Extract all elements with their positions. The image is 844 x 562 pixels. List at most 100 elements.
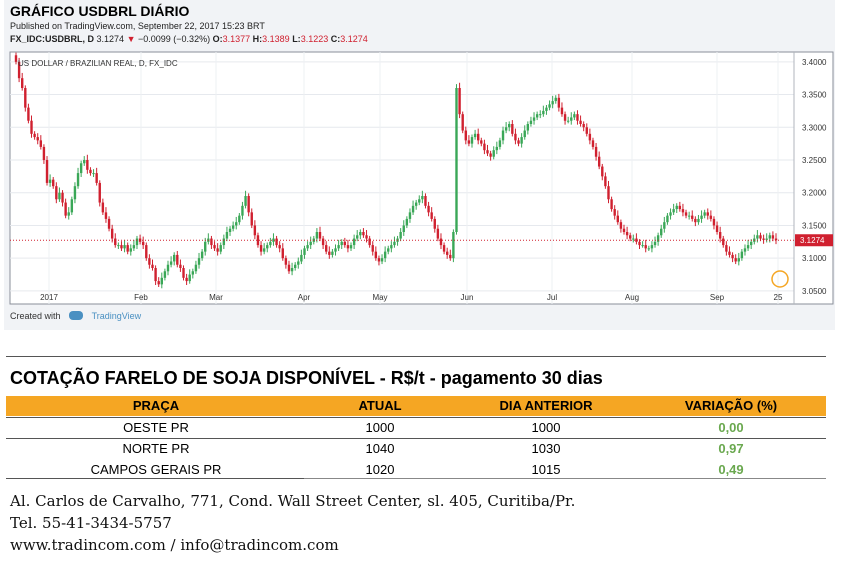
table-row: CAMPOS GERAIS PR 1020 1015 0,49 bbox=[6, 459, 826, 480]
candle-body bbox=[427, 205, 430, 213]
candle-body bbox=[383, 251, 387, 259]
candle-body bbox=[101, 202, 105, 213]
candle-body bbox=[486, 150, 489, 154]
candle-body bbox=[281, 248, 284, 259]
candle-body bbox=[715, 225, 719, 232]
candle-body bbox=[718, 232, 722, 239]
chart-panel: GRÁFICO USDBRL DIÁRIO Published on Tradi… bbox=[4, 0, 835, 330]
candle-body bbox=[182, 268, 185, 278]
candle-body bbox=[495, 146, 499, 151]
price-chart[interactable]: 3.4000 3.3500 3.3000 3.2500 3.2000 3.1500 3.10… bbox=[4, 0, 835, 330]
candle-body bbox=[508, 124, 511, 128]
candle-body bbox=[771, 235, 775, 239]
candle-body bbox=[45, 160, 49, 183]
candle-body bbox=[439, 238, 443, 246]
candle-body bbox=[200, 251, 204, 259]
symbol-label: FX_IDC:USDBRL, D bbox=[10, 34, 95, 44]
table-row: OESTE PR 1000 1000 0,00 bbox=[6, 417, 826, 438]
cell-atual: 1000 bbox=[365, 420, 395, 435]
plot-area bbox=[9, 51, 834, 305]
candle-body bbox=[176, 254, 179, 265]
cell-praca: CAMPOS GERAIS PR bbox=[90, 462, 222, 477]
header-praca: PRAÇA bbox=[132, 398, 180, 413]
candle-body bbox=[663, 222, 666, 229]
candle-body bbox=[356, 235, 359, 239]
candle-body bbox=[746, 245, 750, 249]
candle-body bbox=[55, 186, 58, 200]
address-line: Al. Carlos de Carvalho, 771, Cond. Wall … bbox=[10, 492, 576, 510]
candle-body bbox=[644, 245, 647, 249]
candle-body bbox=[616, 215, 619, 223]
candle-body bbox=[660, 228, 663, 236]
candle-body bbox=[566, 120, 570, 122]
candle-body bbox=[675, 205, 678, 210]
candle-body bbox=[107, 218, 111, 229]
candle-body bbox=[591, 140, 595, 147]
x-tick-label: Apr bbox=[298, 293, 311, 302]
close-value: 3.1274 bbox=[340, 34, 368, 44]
cell-anterior: 1000 bbox=[531, 420, 561, 435]
candle-body bbox=[653, 241, 657, 246]
candle-body bbox=[163, 271, 167, 278]
down-arrow-icon: ▼ bbox=[126, 34, 136, 44]
candle-body bbox=[287, 264, 291, 272]
candle-body bbox=[622, 228, 626, 232]
tradingview-link[interactable]: TradingView bbox=[91, 311, 142, 321]
candle-body bbox=[293, 264, 297, 268]
candle-body bbox=[256, 235, 260, 246]
y-tick-label: 3.4000 bbox=[802, 58, 827, 67]
candle-body bbox=[377, 258, 381, 262]
header-variacao: VARIAÇÃO (%) bbox=[684, 398, 778, 413]
row-divider bbox=[304, 478, 826, 479]
candle-body bbox=[576, 114, 579, 121]
candle-body bbox=[145, 245, 148, 259]
cell-atual: 1040 bbox=[365, 441, 395, 456]
candle-body bbox=[269, 241, 272, 246]
grid-layer bbox=[10, 52, 794, 304]
published-note: Published on TradingView.com, September … bbox=[10, 21, 265, 31]
candle-body bbox=[340, 241, 343, 246]
candle-body bbox=[315, 232, 319, 239]
candle-body bbox=[154, 268, 157, 282]
candle-body bbox=[728, 251, 731, 255]
candle-body bbox=[213, 245, 216, 249]
cell-variacao: 0,97 bbox=[718, 441, 744, 456]
candle-body bbox=[681, 209, 685, 213]
x-tick-label: Aug bbox=[625, 293, 639, 302]
candle-body bbox=[132, 245, 136, 249]
candle-body bbox=[98, 182, 101, 203]
candle-body bbox=[48, 179, 52, 183]
candle-body bbox=[17, 61, 21, 79]
open-value: 3.1377 bbox=[222, 34, 251, 44]
candle-body bbox=[151, 264, 154, 268]
candle-body bbox=[191, 271, 195, 275]
web-line[interactable]: www.tradincom.com / info@tradincom.com bbox=[10, 536, 339, 554]
chart-title: GRÁFICO USDBRL DIÁRIO bbox=[10, 3, 190, 19]
candle-body bbox=[275, 238, 278, 246]
candle-body bbox=[458, 88, 461, 115]
candle-body bbox=[24, 88, 27, 108]
candle-body bbox=[110, 228, 114, 239]
candle-body bbox=[387, 248, 390, 252]
candle-body bbox=[418, 199, 421, 203]
candle-body bbox=[557, 97, 561, 108]
candle-body bbox=[585, 127, 588, 134]
candle-body bbox=[464, 130, 467, 141]
candle-body bbox=[712, 218, 716, 226]
candle-body bbox=[442, 245, 446, 252]
candle-body bbox=[542, 110, 545, 115]
candle-body bbox=[14, 55, 18, 62]
candle-body bbox=[117, 245, 120, 247]
candle-body bbox=[120, 245, 123, 249]
candle-body bbox=[197, 258, 201, 265]
candle-body bbox=[650, 245, 654, 249]
candle-body bbox=[290, 268, 294, 272]
series-label: US DOLLAR / BRAZILIAN REAL, D, FX_IDC bbox=[18, 59, 178, 68]
last-price-badge bbox=[795, 234, 833, 247]
candle-body bbox=[445, 251, 449, 255]
candle-body bbox=[30, 120, 33, 134]
candle-body bbox=[337, 245, 340, 249]
candle-body bbox=[638, 241, 641, 246]
candle-body bbox=[548, 104, 551, 108]
candle-body bbox=[359, 232, 362, 236]
